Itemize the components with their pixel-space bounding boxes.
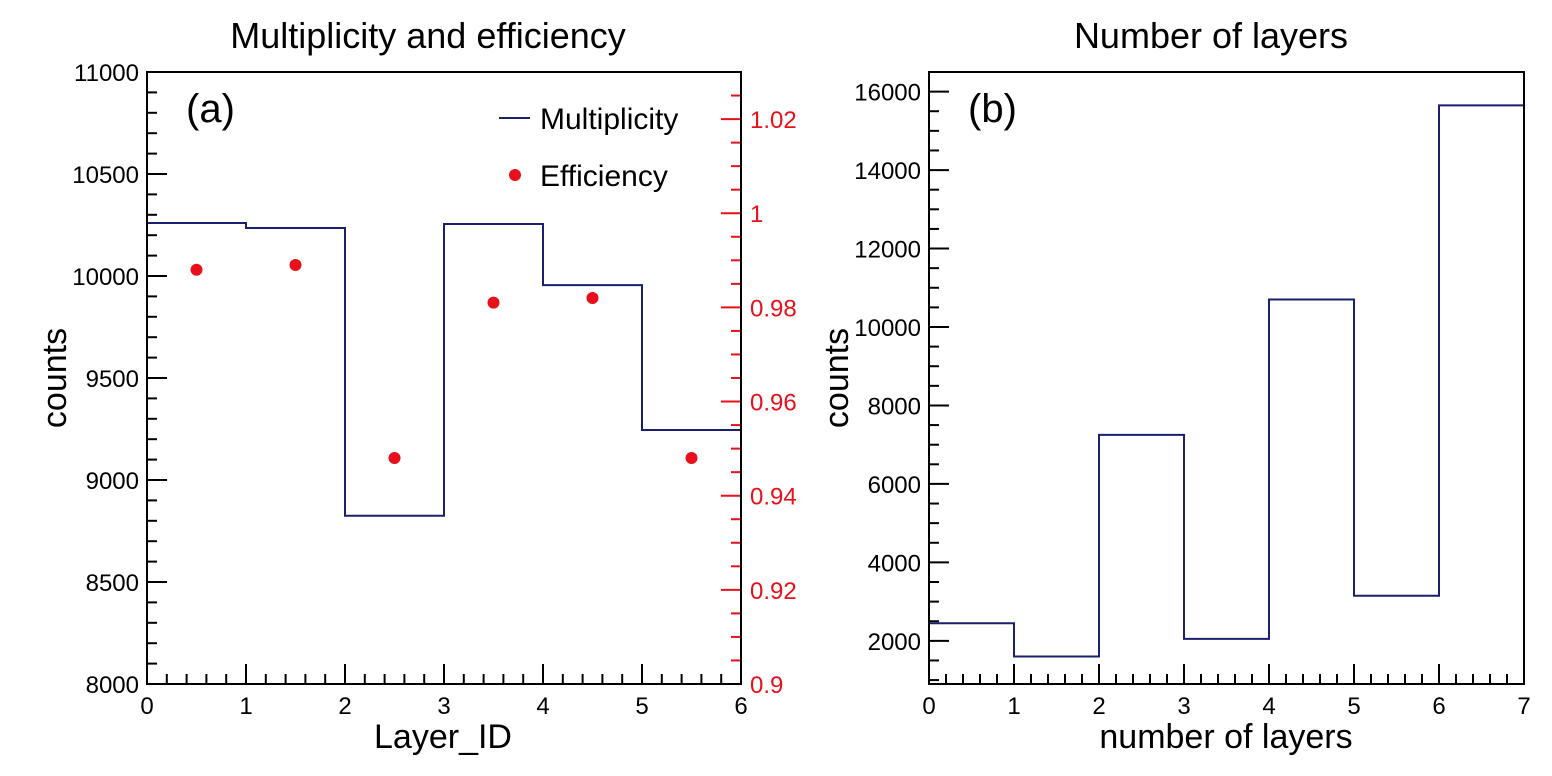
b-xtick-label: 2 <box>1092 693 1105 720</box>
b-ytick-label: 16000 <box>854 80 921 107</box>
panel-b-layers-step <box>929 104 1524 658</box>
b-ytick-label: 6000 <box>868 472 921 499</box>
a-ytick-label: 8500 <box>86 570 139 597</box>
legend-efficiency-swatch <box>509 169 521 181</box>
a-rtick-label: 0.98 <box>750 295 797 322</box>
panel-a-tick-labels: 0 1 2 3 4 5 6 8000 8500 9000 9500 10000 10500 11000 0.… <box>72 60 796 720</box>
panel-a-ylabel: counts <box>36 328 74 428</box>
panel-b-ylabel: counts <box>818 328 856 428</box>
a-xtick-label: 4 <box>536 693 549 720</box>
b-ytick-label: 2000 <box>868 629 921 656</box>
b-ytick-label: 10000 <box>854 315 921 342</box>
b-xtick-label: 0 <box>922 693 935 720</box>
efficiency-point <box>487 296 500 309</box>
a-xtick-label: 0 <box>140 693 153 720</box>
panel-a-multiplicity-step <box>147 221 741 517</box>
panel-b-frame <box>928 71 1525 685</box>
b-ytick-label: 4000 <box>868 550 921 577</box>
panel-b: Number of layers 0 1 2 3 4 5 6 7 2000 4000 6000 800… <box>818 15 1531 756</box>
panel-a-ticks <box>146 71 742 685</box>
a-xtick-label: 3 <box>437 693 450 720</box>
panel-a-frame <box>146 71 742 685</box>
efficiency-point <box>685 452 698 465</box>
a-ytick-label: 10000 <box>72 264 139 291</box>
a-ytick-label: 11000 <box>74 60 139 87</box>
panel-a-efficiency-points <box>190 259 698 465</box>
panel-b-label: (b) <box>968 87 1017 131</box>
a-rtick-label: 1 <box>750 201 763 228</box>
b-xtick-label: 5 <box>1347 693 1360 720</box>
panel-b-ticks <box>928 71 1525 684</box>
a-ytick-label: 10500 <box>72 162 139 189</box>
panel-b-xlabel: number of layers <box>1099 718 1352 756</box>
b-ytick-label: 8000 <box>868 393 921 420</box>
a-ytick-label: 8000 <box>86 672 139 699</box>
a-ytick-label: 9000 <box>86 468 139 495</box>
a-xtick-label: 6 <box>734 693 747 720</box>
b-ytick-label: 14000 <box>854 158 921 185</box>
panel-a-title: Multiplicity and efficiency <box>230 15 626 56</box>
panel-b-title: Number of layers <box>1074 15 1348 56</box>
b-xtick-label: 7 <box>1517 693 1530 720</box>
legend-multiplicity-label: Multiplicity <box>540 103 678 136</box>
a-rtick-label: 0.9 <box>750 672 783 699</box>
b-xtick-label: 4 <box>1262 693 1275 720</box>
efficiency-point <box>586 291 599 304</box>
a-ytick-label: 9500 <box>86 366 139 393</box>
a-xtick-label: 1 <box>239 693 252 720</box>
panel-a-xlabel: Layer_ID <box>374 718 512 756</box>
a-xtick-label: 2 <box>338 693 351 720</box>
efficiency-point <box>289 259 302 272</box>
panel-a: Multiplicity and efficiency 0 1 2 3 4 5 6 8000 8… <box>36 15 797 756</box>
legend-efficiency-label: Efficiency <box>540 160 668 193</box>
panel-a-legend: Multiplicity Efficiency <box>499 103 678 193</box>
b-xtick-label: 3 <box>1177 693 1190 720</box>
efficiency-point <box>190 263 203 276</box>
efficiency-point <box>388 452 401 465</box>
b-xtick-label: 6 <box>1432 693 1445 720</box>
a-rtick-label: 0.92 <box>750 578 797 605</box>
panel-a-label: (a) <box>186 87 235 131</box>
b-xtick-label: 1 <box>1007 693 1020 720</box>
panel-b-tick-labels: 0 1 2 3 4 5 6 7 2000 4000 6000 8000 10000 12000 14000 1… <box>854 80 1530 720</box>
b-ytick-label: 12000 <box>854 237 921 264</box>
a-rtick-label: 0.96 <box>750 390 797 417</box>
a-rtick-label: 1.02 <box>750 107 797 134</box>
a-xtick-label: 5 <box>635 693 648 720</box>
a-rtick-label: 0.94 <box>750 484 797 511</box>
